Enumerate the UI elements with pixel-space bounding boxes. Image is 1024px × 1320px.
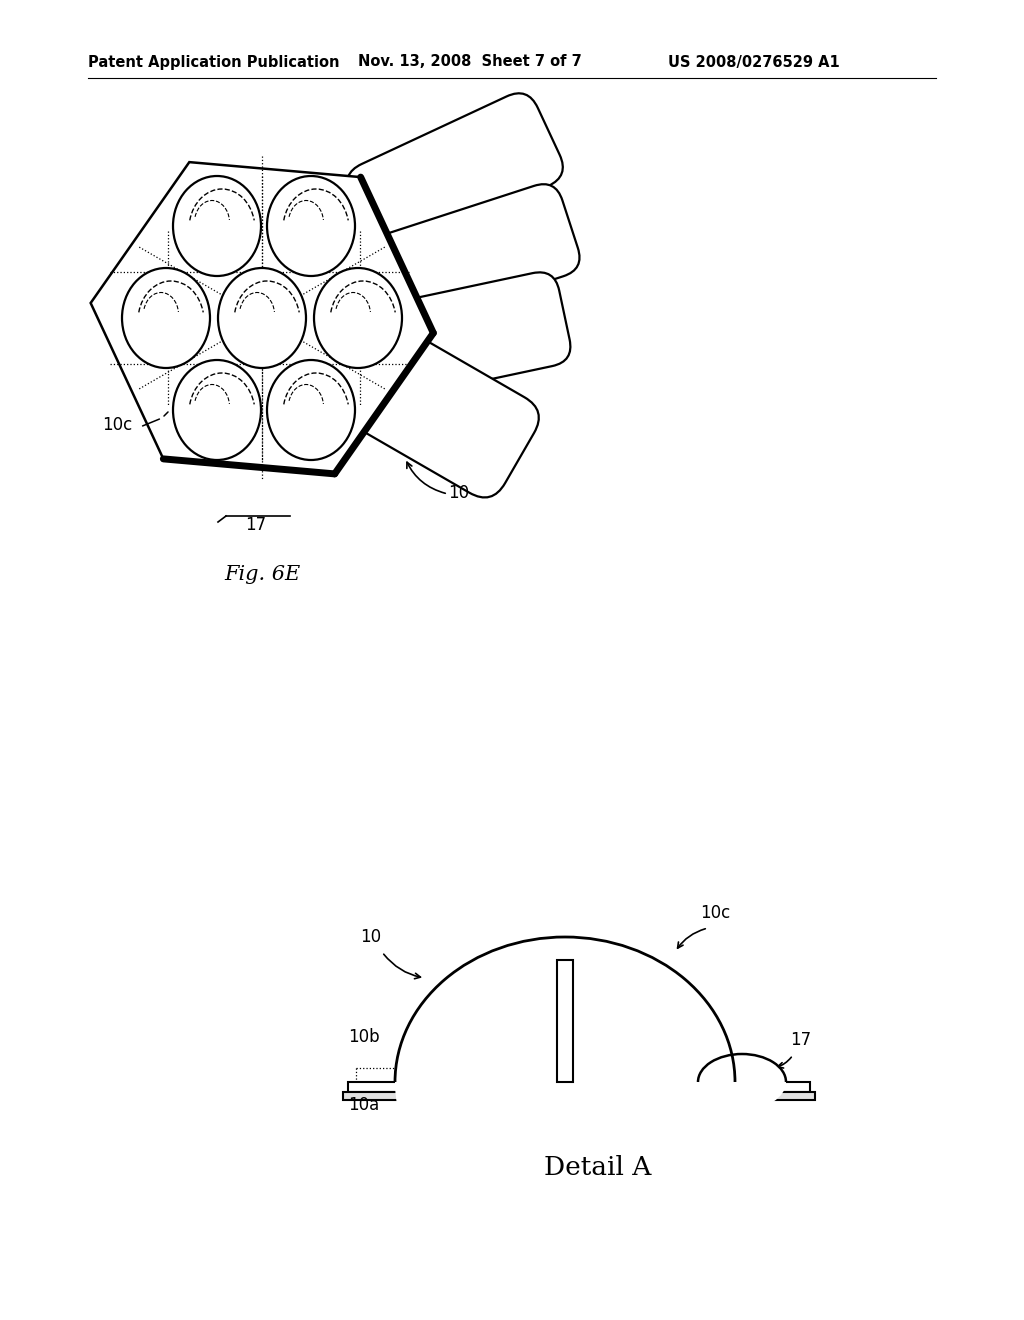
Polygon shape <box>91 162 433 474</box>
Ellipse shape <box>395 937 735 1228</box>
FancyBboxPatch shape <box>347 94 563 256</box>
Text: 10: 10 <box>449 484 469 502</box>
Text: 10c: 10c <box>102 416 132 434</box>
Bar <box>348 1082 810 1092</box>
Text: 10c: 10c <box>700 904 730 921</box>
Text: US 2008/0276529 A1: US 2008/0276529 A1 <box>668 54 840 70</box>
Text: 10: 10 <box>360 928 381 946</box>
Ellipse shape <box>267 176 355 276</box>
Ellipse shape <box>173 360 261 459</box>
Bar <box>557 960 573 1082</box>
Text: Patent Application Publication: Patent Application Publication <box>88 54 340 70</box>
Text: 17: 17 <box>790 1031 811 1049</box>
Ellipse shape <box>122 268 210 368</box>
Ellipse shape <box>267 360 355 459</box>
Text: 10b: 10b <box>348 1028 380 1045</box>
FancyBboxPatch shape <box>371 185 580 326</box>
Text: Fig. 6E: Fig. 6E <box>224 565 300 583</box>
Ellipse shape <box>698 1053 786 1110</box>
Ellipse shape <box>218 268 306 368</box>
Ellipse shape <box>314 268 402 368</box>
Text: 10a: 10a <box>348 1096 379 1114</box>
Text: Nov. 13, 2008  Sheet 7 of 7: Nov. 13, 2008 Sheet 7 of 7 <box>358 54 582 70</box>
Text: 17: 17 <box>246 516 266 535</box>
Text: Detail A: Detail A <box>545 1155 651 1180</box>
FancyBboxPatch shape <box>370 272 570 397</box>
Ellipse shape <box>173 176 261 276</box>
FancyBboxPatch shape <box>351 333 539 498</box>
Bar <box>343 1092 815 1100</box>
